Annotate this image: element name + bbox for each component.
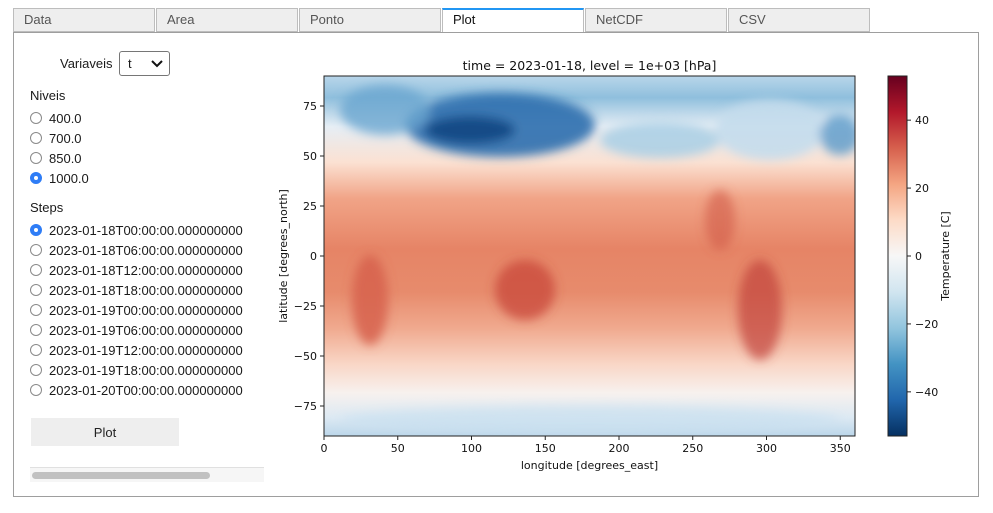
steps-option[interactable]: 2023-01-18T06:00:00.000000000 [30,241,243,259]
steps-option-label: 2023-01-18T12:00:00.000000000 [49,262,243,278]
steps-option-label: 2023-01-19T12:00:00.000000000 [49,342,243,358]
levels-option[interactable]: 1000.0 [30,169,89,187]
tab-csv[interactable]: CSV [728,8,870,32]
radio-button[interactable] [30,344,42,356]
scrollbar-thumb[interactable] [32,472,210,479]
chevron-down-icon [151,60,163,68]
radio-button[interactable] [30,244,42,256]
steps-option-label: 2023-01-19T18:00:00.000000000 [49,362,243,378]
horizontal-scrollbar[interactable] [30,467,264,482]
tab-area[interactable]: Area [156,8,298,32]
tab-netcdf[interactable]: NetCDF [585,8,727,32]
radio-button[interactable] [30,304,42,316]
radio-button[interactable] [30,264,42,276]
steps-option-label: 2023-01-20T00:00:00.000000000 [49,382,243,398]
steps-option[interactable]: 2023-01-18T00:00:00.000000000 [30,221,243,239]
radio-button[interactable] [30,172,42,184]
radio-button[interactable] [30,324,42,336]
levels-option[interactable]: 850.0 [30,149,82,167]
levels-option-label: 700.0 [49,130,82,146]
steps-title: Steps [30,200,64,215]
radio-button[interactable] [30,384,42,396]
steps-option[interactable]: 2023-01-19T00:00:00.000000000 [30,301,243,319]
steps-option[interactable]: 2023-01-18T12:00:00.000000000 [30,261,243,279]
plot-button[interactable]: Plot [31,418,179,446]
levels-option[interactable]: 400.0 [30,109,82,127]
radio-button[interactable] [30,284,42,296]
radio-button[interactable] [30,152,42,164]
steps-option-label: 2023-01-19T00:00:00.000000000 [49,302,243,318]
tab-ponto[interactable]: Ponto [299,8,441,32]
variable-label: Variaveis [60,56,113,71]
levels-title: Niveis [30,88,66,103]
steps-option[interactable]: 2023-01-18T18:00:00.000000000 [30,281,243,299]
levels-option[interactable]: 700.0 [30,129,82,147]
radio-button[interactable] [30,224,42,236]
levels-option-label: 1000.0 [49,170,89,186]
steps-option-label: 2023-01-18T06:00:00.000000000 [49,242,243,258]
tab-plot[interactable]: Plot [442,8,584,33]
steps-option-label: 2023-01-18T00:00:00.000000000 [49,222,243,238]
variable-select[interactable]: t [119,51,170,76]
radio-button[interactable] [30,364,42,376]
tab-data[interactable]: Data [13,8,155,32]
steps-option[interactable]: 2023-01-20T00:00:00.000000000 [30,381,243,399]
steps-option-label: 2023-01-18T18:00:00.000000000 [49,282,243,298]
tab-bar: Data Area Ponto Plot NetCDF CSV [13,8,871,33]
steps-option[interactable]: 2023-01-19T06:00:00.000000000 [30,321,243,339]
radio-button[interactable] [30,112,42,124]
levels-option-label: 400.0 [49,110,82,126]
variable-select-value: t [128,56,132,71]
steps-option-label: 2023-01-19T06:00:00.000000000 [49,322,243,338]
steps-option[interactable]: 2023-01-19T12:00:00.000000000 [30,341,243,359]
steps-option[interactable]: 2023-01-19T18:00:00.000000000 [30,361,243,379]
radio-button[interactable] [30,132,42,144]
levels-option-label: 850.0 [49,150,82,166]
